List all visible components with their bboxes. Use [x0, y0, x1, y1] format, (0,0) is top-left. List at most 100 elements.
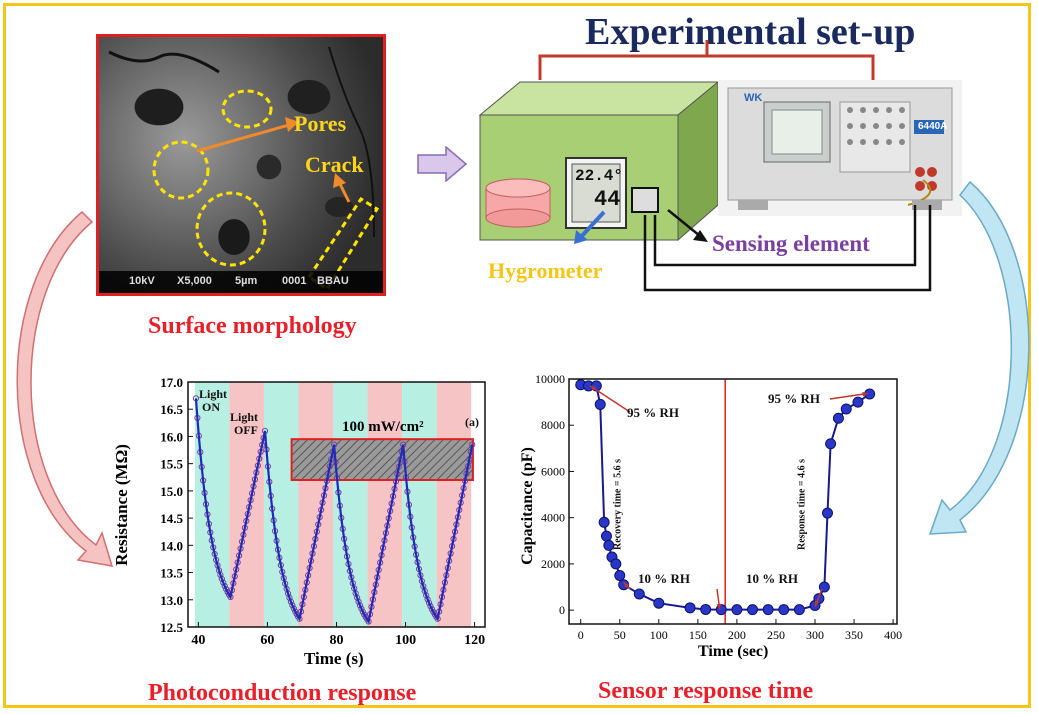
data-point	[762, 604, 774, 616]
x-tick-label: 0	[578, 628, 584, 642]
right-arrow	[417, 146, 468, 182]
rh-low-left-label: 10 % RH	[638, 571, 690, 586]
y-tick-label: 14.0	[160, 538, 183, 553]
data-point	[684, 602, 696, 614]
data-point	[821, 507, 833, 519]
light-off-label-1: Light	[230, 410, 259, 424]
sensing-element-box	[631, 187, 659, 213]
chart2-frame	[568, 378, 898, 625]
photoconduction-caption: Photoconduction response	[148, 680, 417, 706]
page-title: Experimental set-up	[585, 11, 916, 53]
response-time-label: Response time = 4.6 s	[796, 459, 808, 550]
sensor-response-chart: 0 50 100 150 200 250 300 350 400 0 2000 4000 6000 800…	[512, 367, 902, 677]
sensor-response-chart-svg: 0 50 100 150 200 250 300 350 4000200040006000800…	[535, 372, 902, 642]
data-point	[633, 588, 645, 600]
data-point	[852, 396, 864, 408]
y-tick-label: 17.0	[160, 375, 183, 390]
hygrometer-temp: 22.4°	[575, 167, 624, 185]
x-tick-label: 80	[330, 633, 344, 648]
chart2-xlabel: Time (sec)	[698, 643, 769, 660]
x-tick-label: 100	[650, 628, 668, 642]
rh-high-right-arrow-head	[862, 391, 869, 397]
sem-id: 0001	[282, 275, 307, 287]
sem-crack-line	[108, 50, 220, 74]
y-tick-label: 6000	[541, 464, 565, 478]
hygrometer-label: Hygrometer	[488, 258, 603, 283]
light-off-band	[298, 382, 334, 627]
rh-low-left-arrow-head	[623, 582, 630, 589]
data-point	[747, 604, 759, 616]
y-tick-label: 10000	[535, 372, 565, 386]
rh-high-left-label: 95 % RH	[627, 405, 679, 420]
pore-circle	[221, 89, 273, 129]
sem-magnification: X5,000	[177, 275, 212, 287]
pore-circle	[152, 140, 210, 200]
x-tick-label: 50	[614, 628, 626, 642]
chart1-xlabel: Time (s)	[304, 649, 364, 668]
x-tick-label: 350	[845, 628, 863, 642]
rh-high-left-arrow-head	[590, 385, 596, 391]
lcr-meter	[718, 80, 962, 216]
y-tick-label: 13.5	[160, 566, 183, 581]
sem-overlay	[108, 46, 380, 292]
y-tick-label: 12.5	[160, 620, 183, 635]
photoconduction-chart-svg: 40 60 80 100 120 12.5 13.0 13.5 14.0 14.5 15.0 15.5…	[160, 375, 486, 648]
sem-kv: 10kV	[129, 275, 155, 287]
pore-circle	[195, 191, 267, 267]
light-off-band	[229, 382, 264, 627]
meter-model: 6440A	[918, 121, 948, 132]
x-tick-label: 60	[260, 633, 274, 648]
x-tick-label: 250	[767, 628, 785, 642]
sem-lab: BBAU	[317, 275, 349, 287]
x-tick-label: 300	[806, 628, 824, 642]
recovery-time-label: Recovery time = 5.6 s	[612, 459, 624, 550]
data-point	[840, 403, 852, 415]
photoconduction-chart: 40 60 80 100 120 12.5 13.0 13.5 14.0 14.5 15.0 15.5…	[110, 365, 500, 680]
sem-scale: 5µm	[235, 275, 258, 287]
y-tick-label: 0	[559, 603, 565, 617]
light-on-label-2: ON	[202, 400, 220, 414]
data-point	[793, 604, 805, 616]
chart2-ylabel: Capacitance (pF)	[519, 447, 536, 565]
light-on-label-1: Light	[199, 387, 228, 401]
sem-info-bar: 10kV X5,000 5µm 0001 BBAU	[99, 271, 383, 293]
y-tick-label: 13.0	[160, 593, 183, 608]
crack-arrow	[337, 181, 351, 203]
x-tick-label: 200	[728, 628, 746, 642]
rh-low-center-arrow-head	[716, 603, 722, 610]
y-tick-label: 15.0	[160, 484, 183, 499]
left-curved-arrow	[16, 210, 114, 567]
data-point	[715, 604, 727, 616]
y-tick-label: 4000	[541, 511, 565, 525]
y-tick-label: 2000	[541, 557, 565, 571]
sensor-response-caption: Sensor response time	[598, 678, 814, 704]
sem-crack-line	[328, 46, 375, 238]
right-curved-arrow	[928, 180, 1030, 535]
rh-high-left-arrow	[589, 385, 631, 413]
data-point	[600, 530, 612, 542]
rh-high-right-label: 95 % RH	[768, 391, 820, 406]
data-point	[700, 603, 712, 615]
light-off-label-2: OFF	[234, 423, 258, 437]
crack-label: Crack	[305, 152, 364, 177]
x-tick-label: 400	[884, 628, 902, 642]
data-point	[825, 438, 837, 450]
pores-label: Pores	[294, 111, 347, 136]
highlight-box	[290, 438, 474, 481]
x-tick-label: 40	[191, 633, 205, 648]
rh-high-right-arrow	[829, 392, 869, 400]
data-point	[603, 539, 615, 551]
x-tick-label: 150	[689, 628, 707, 642]
rh-low-right-arrow-head	[814, 600, 820, 607]
data-point	[653, 597, 665, 609]
data-point	[610, 558, 622, 570]
y-tick-label: 14.5	[160, 511, 183, 526]
y-tick-label: 15.5	[160, 457, 183, 472]
pores-arrow	[196, 123, 290, 153]
data-point	[731, 604, 743, 616]
hygrometer-rh: 44	[594, 187, 621, 212]
data-point	[614, 569, 626, 581]
